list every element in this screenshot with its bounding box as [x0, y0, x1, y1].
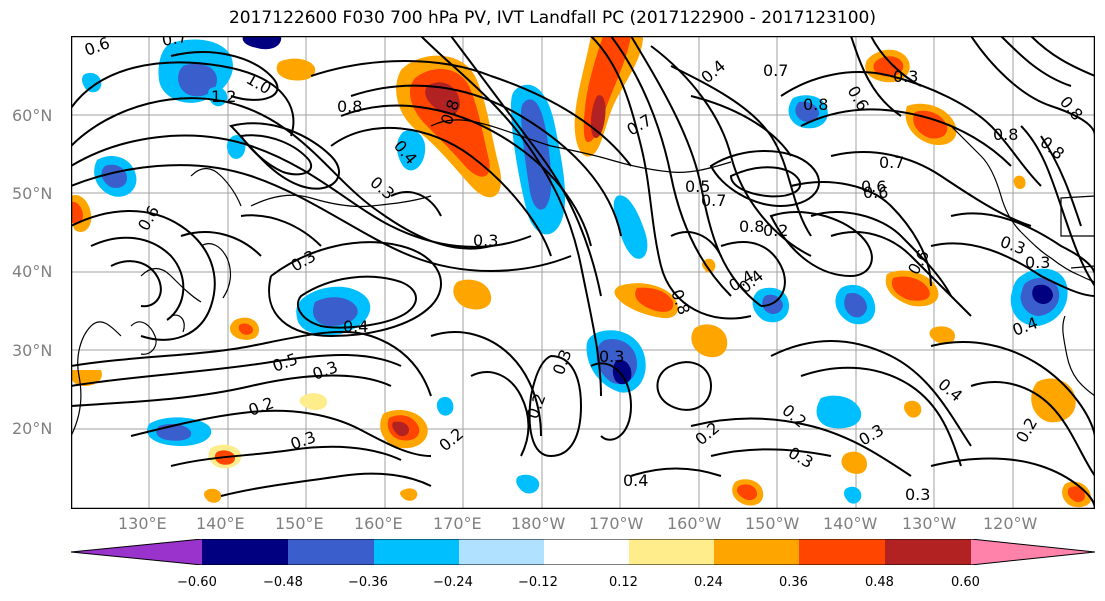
- lat-label-50n: 50°N: [12, 184, 53, 203]
- contour-label: 0.7: [879, 153, 904, 172]
- contour-label: 0.7: [160, 36, 188, 50]
- contour-label: 0.3: [599, 347, 624, 366]
- lon-label-130w: 130°W: [902, 514, 957, 533]
- lon-label-160e: 160°E: [354, 514, 403, 533]
- contour-label: 0.4: [623, 471, 648, 490]
- colorbar-bin: [714, 539, 799, 565]
- contour-label: 0.3: [473, 231, 498, 250]
- lon-label-160w: 160°W: [667, 514, 722, 533]
- colorbar-bin: [202, 539, 288, 565]
- pv-contours: [71, 36, 1095, 509]
- map-frame: [71, 36, 1095, 509]
- contour-label: 0.8: [337, 97, 362, 116]
- map-panel: 0.6 0.7 1.0 1.2 0.8 0.8 0.6 0.3 0.4 0.3 …: [71, 36, 1095, 509]
- colorbar-tick: −0.24: [433, 575, 473, 590]
- colorbar-tick: 0.36: [779, 575, 808, 590]
- colorbar-tick: −0.60: [177, 575, 217, 590]
- contour-label: 0.2: [763, 221, 788, 240]
- colorbar-bin: [374, 539, 459, 565]
- colorbar-tick: 0.48: [865, 575, 894, 590]
- map-title: 2017122600 F030 700 hPa PV, IVT Landfall…: [228, 8, 876, 28]
- colorbar-tick: 0.12: [609, 575, 638, 590]
- contour-label: 0.5: [685, 177, 710, 196]
- colorbar-extend-low: [71, 539, 202, 565]
- colorbar-bin: [544, 539, 629, 565]
- contour-label: 0.8: [993, 125, 1018, 144]
- contour-label: 0.3: [893, 67, 918, 86]
- lon-label-150w: 150°W: [745, 514, 800, 533]
- colorbar-bin: [799, 539, 885, 565]
- colorbar-tick: 0.24: [694, 575, 723, 590]
- lat-label-30n: 30°N: [12, 341, 53, 360]
- colorbar-tick: 0.60: [951, 575, 980, 590]
- lon-label-170w: 170°W: [589, 514, 644, 533]
- contour-label: 0.7: [701, 191, 726, 210]
- colorbar-bin: [459, 539, 544, 565]
- lon-label-180w: 180°W: [511, 514, 566, 533]
- contour-label: 0.7: [763, 61, 788, 80]
- colorbar-extend-high: [971, 539, 1095, 565]
- contour-label: 0.4: [343, 317, 368, 336]
- lon-label-120w: 120°W: [983, 514, 1038, 533]
- contour-label: 0.6: [82, 36, 112, 60]
- contour-label: 1.2: [211, 87, 236, 106]
- colorbar-bin: [885, 539, 971, 565]
- lon-label-140e: 140°E: [196, 514, 245, 533]
- contour-label: 0.6: [861, 177, 886, 196]
- colorbar: [71, 539, 1095, 565]
- coastlines: [71, 119, 1095, 437]
- contour-label: 0.3: [1025, 253, 1050, 272]
- lon-label-140w: 140°W: [823, 514, 878, 533]
- colorbar-bin: [629, 539, 714, 565]
- contour-label: 0.8: [803, 95, 828, 114]
- lat-label-20n: 20°N: [12, 419, 53, 438]
- contour-label: 0.3: [905, 485, 930, 504]
- lon-label-150e: 150°E: [275, 514, 324, 533]
- lat-label-60n: 60°N: [12, 106, 53, 125]
- colorbar-tick: −0.36: [348, 575, 388, 590]
- colorbar-bin: [288, 539, 374, 565]
- colorbar-tick: −0.12: [518, 575, 558, 590]
- lon-label-170e: 170°E: [433, 514, 482, 533]
- contour-label: 0.8: [739, 217, 764, 236]
- lat-label-40n: 40°N: [12, 262, 53, 281]
- lon-label-130e: 130°E: [118, 514, 167, 533]
- colorbar-tick: −0.48: [263, 575, 303, 590]
- contour-label: 0.6: [863, 183, 888, 202]
